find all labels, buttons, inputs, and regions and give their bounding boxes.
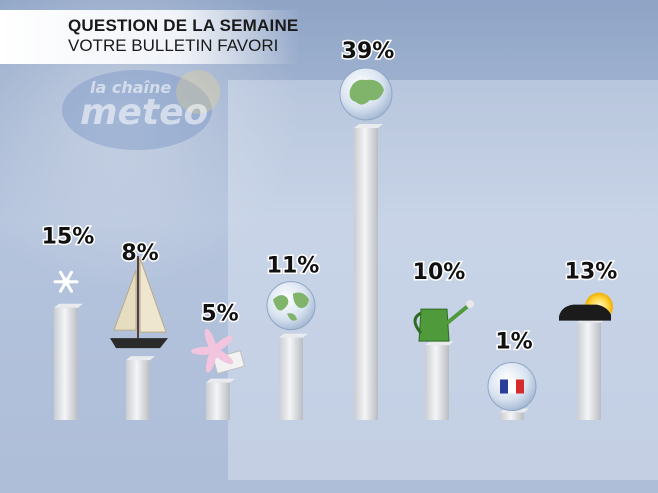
header-panel bbox=[0, 10, 300, 64]
bar bbox=[279, 337, 303, 420]
car-sun-icon bbox=[559, 292, 613, 321]
bar bbox=[206, 382, 230, 420]
snowflake-icon bbox=[53, 270, 79, 293]
bar bbox=[577, 322, 601, 420]
bar-value-label: 8% bbox=[121, 241, 158, 266]
europe-globe-icon bbox=[339, 67, 393, 121]
bar bbox=[425, 345, 449, 420]
bar bbox=[54, 307, 78, 420]
bar-value-label: 5% bbox=[201, 302, 238, 327]
bar-value-label: 39% bbox=[342, 39, 395, 64]
page-subtitle: VOTRE BULLETIN FAVORI bbox=[68, 36, 279, 55]
bar bbox=[354, 128, 378, 420]
sailboat-icon bbox=[110, 256, 168, 349]
watering-can-icon bbox=[413, 300, 474, 342]
bar-value-label: 15% bbox=[42, 225, 95, 250]
bar-top bbox=[354, 124, 383, 128]
bar bbox=[500, 412, 524, 420]
bar bbox=[126, 360, 150, 420]
watermark-logo-line1: la chaîne bbox=[90, 78, 172, 97]
page-title: QUESTION DE LA SEMAINE bbox=[68, 16, 299, 35]
bar-top bbox=[425, 341, 454, 346]
watermark-logo-line2: meteo bbox=[80, 92, 209, 133]
flower-icon bbox=[191, 328, 246, 375]
bar-top bbox=[54, 303, 83, 308]
world-map-icon bbox=[266, 281, 316, 331]
france-flag-icon bbox=[487, 362, 537, 412]
bar-value-label: 10% bbox=[413, 260, 466, 285]
bar-top bbox=[206, 378, 235, 383]
watermark-logo bbox=[62, 70, 212, 150]
bar-value-label: 11% bbox=[267, 254, 320, 279]
bar-top bbox=[279, 333, 308, 338]
watermark-sun bbox=[176, 70, 220, 114]
bar-value-label: 13% bbox=[565, 260, 618, 285]
bar-value-label: 1% bbox=[495, 330, 532, 355]
bar-top bbox=[126, 356, 155, 361]
